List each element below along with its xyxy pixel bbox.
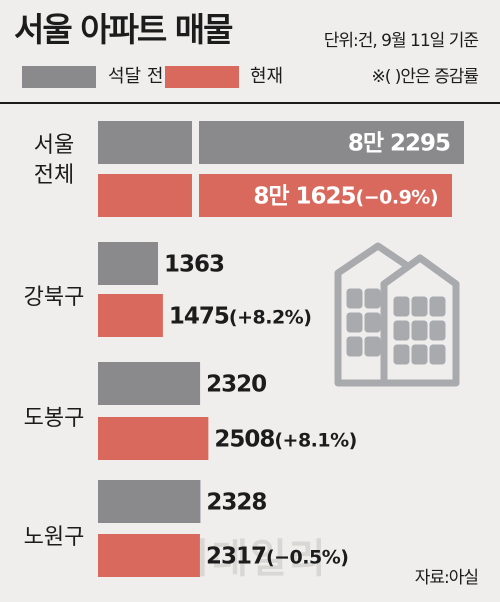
data-label: 2320 — [206, 372, 266, 398]
category-label: 강북구 — [24, 285, 85, 310]
bar — [98, 174, 453, 217]
bar — [98, 362, 201, 405]
legend-swatch-now — [165, 66, 239, 88]
header-divider — [0, 102, 500, 104]
data-label: 1363 — [164, 252, 224, 278]
apartment-building-icon — [334, 242, 460, 387]
chart-title: 서울 아파트 매물 — [14, 10, 233, 49]
data-label: 2328 — [206, 490, 266, 516]
legend-label-now: 현재 — [250, 66, 284, 87]
category-label: 도봉구 — [24, 406, 85, 431]
axis-break — [192, 119, 199, 166]
source-note: 자료:아실 — [414, 568, 479, 588]
data-label: 8만 1625(−0.9%) — [253, 184, 438, 210]
category-label: 전체 — [34, 163, 74, 188]
legend-label-before: 석달 전 — [108, 66, 164, 87]
data-label: 1475(+8.2%) — [169, 304, 312, 330]
bar — [98, 294, 163, 337]
bar — [98, 480, 201, 523]
change-rate-note: ※( )안은 증감률 — [371, 67, 479, 87]
data-label: 2317(−0.5%) — [206, 544, 349, 570]
unit-note: 단위:건, 9월 11일 기준 — [323, 31, 479, 51]
category-label: 노원구 — [24, 525, 85, 550]
axis-break — [192, 172, 199, 219]
bar — [98, 242, 158, 285]
bar — [98, 534, 200, 577]
category-label: 서울 — [34, 133, 74, 158]
data-label: 2508(+8.1%) — [214, 427, 356, 453]
data-label: 8만 2295 — [348, 131, 450, 157]
legend-swatch-before — [22, 66, 96, 88]
bar — [98, 417, 209, 460]
bar — [98, 121, 464, 164]
